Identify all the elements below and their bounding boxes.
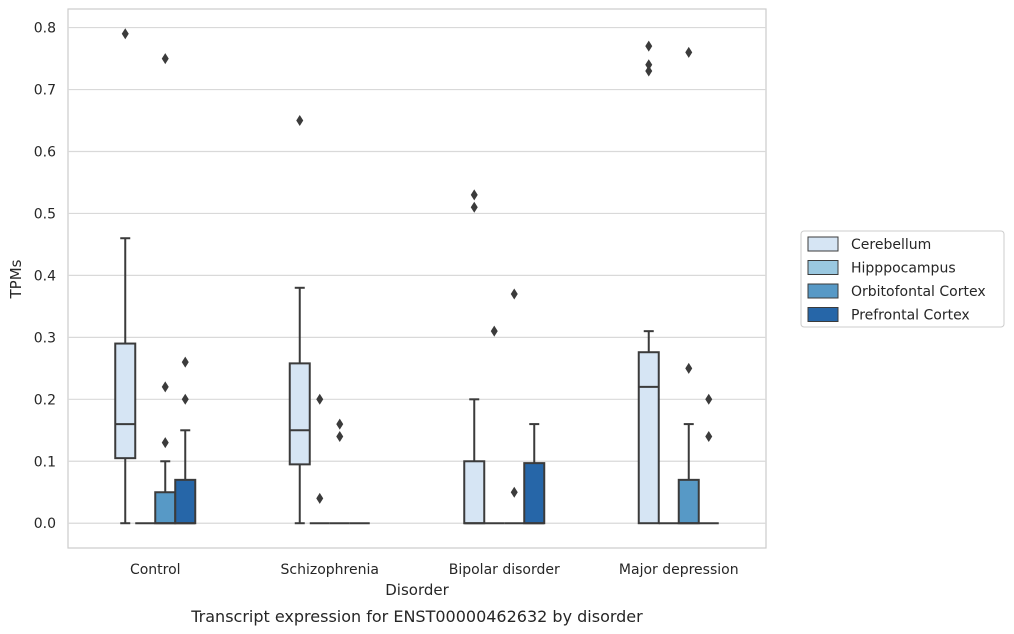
legend-swatch	[807, 283, 839, 299]
chart-caption: Transcript expression for ENST0000046263…	[190, 607, 643, 626]
legend-label: Cerebellum	[851, 237, 931, 253]
legend-frame	[800, 230, 1005, 328]
outlier-point	[181, 393, 189, 405]
outlier-point	[470, 201, 478, 213]
x-tick-label: Bipolar disorder	[449, 562, 560, 578]
y-axis-label: TPMs	[7, 259, 25, 299]
legend-label: Prefrontal Cortex	[851, 308, 970, 324]
x-tick-label: Schizophrenia	[281, 562, 379, 578]
legend-label: Hipppocampus	[851, 261, 956, 277]
box-iqr	[677, 478, 700, 525]
outlier-point	[316, 393, 324, 405]
box-cerebellum	[114, 28, 137, 525]
outlier-point	[316, 492, 324, 504]
outlier-point	[645, 65, 653, 77]
box-orbitofontal-cortex	[504, 288, 525, 525]
outlier-point	[645, 59, 653, 71]
outlier-point	[161, 53, 169, 65]
box-prefrontal-cortex	[523, 423, 546, 525]
box-hipppocampus	[309, 393, 330, 525]
x-axis-label: Disorder	[385, 581, 449, 599]
box-cerebellum	[288, 115, 311, 525]
outlier-point	[336, 418, 344, 430]
y-tick-label: 0.8	[34, 21, 56, 37]
outlier-point	[181, 356, 189, 368]
outlier-point	[161, 437, 169, 449]
legend-label: Orbitofontal Cortex	[851, 284, 986, 300]
box-orbitofontal-cortex	[677, 46, 700, 525]
y-tick-labels: 0.0 0.1 0.2 0.3 0.4 0.5 0.6 0.7 0.8	[34, 21, 56, 533]
outlier-point	[510, 486, 518, 498]
box-orbitofontal-cortex	[329, 418, 350, 525]
legend-swatch	[807, 236, 839, 252]
box-iqr	[288, 362, 311, 466]
box-orbitofontal-cortex	[154, 53, 177, 525]
box-hipppocampus	[484, 325, 505, 525]
box-iqr	[154, 491, 177, 525]
box-iqr	[174, 478, 197, 525]
box-prefrontal-cortex	[698, 393, 719, 525]
outlier-point	[490, 325, 498, 337]
legend-swatch	[807, 260, 839, 275]
y-tick-label: 0.3	[34, 330, 56, 346]
y-tick-label: 0.6	[34, 144, 56, 160]
outlier-point	[685, 46, 693, 58]
box-iqr	[463, 460, 486, 525]
y-tick-label: 0.0	[34, 516, 56, 532]
outlier-point	[470, 189, 478, 201]
y-tick-label: 0.4	[34, 268, 56, 284]
y-tick-label: 0.7	[34, 83, 56, 99]
y-tick-label: 0.5	[34, 206, 56, 222]
box-iqr	[114, 342, 137, 460]
outlier-point	[705, 430, 713, 442]
outlier-point	[296, 115, 304, 127]
box-prefrontal-cortex	[174, 356, 197, 525]
boxes	[114, 28, 719, 525]
box-iqr	[523, 462, 546, 525]
outlier-point	[121, 28, 129, 40]
x-tick-labels: Control Schizophrenia Bipolar disorder Majo…	[130, 562, 739, 578]
box-iqr	[637, 351, 660, 525]
outlier-point	[705, 393, 713, 405]
x-tick-label: Major depression	[619, 562, 739, 578]
legend: Cerebellum Hipppocampus Orbitofontal Corte…	[800, 230, 1005, 328]
box-cerebellum	[463, 189, 486, 525]
legend-items: Cerebellum Hipppocampus Orbitofontal Corte…	[807, 236, 986, 324]
outlier-point	[685, 362, 693, 374]
outlier-point	[336, 430, 344, 442]
box-cerebellum	[637, 40, 660, 525]
outlier-point	[645, 40, 653, 52]
outlier-point	[510, 288, 518, 300]
y-tick-label: 0.1	[34, 454, 56, 470]
legend-swatch	[807, 307, 839, 322]
x-tick-label: Control	[130, 562, 181, 578]
y-tick-label: 0.2	[34, 392, 56, 408]
outlier-point	[161, 381, 169, 393]
